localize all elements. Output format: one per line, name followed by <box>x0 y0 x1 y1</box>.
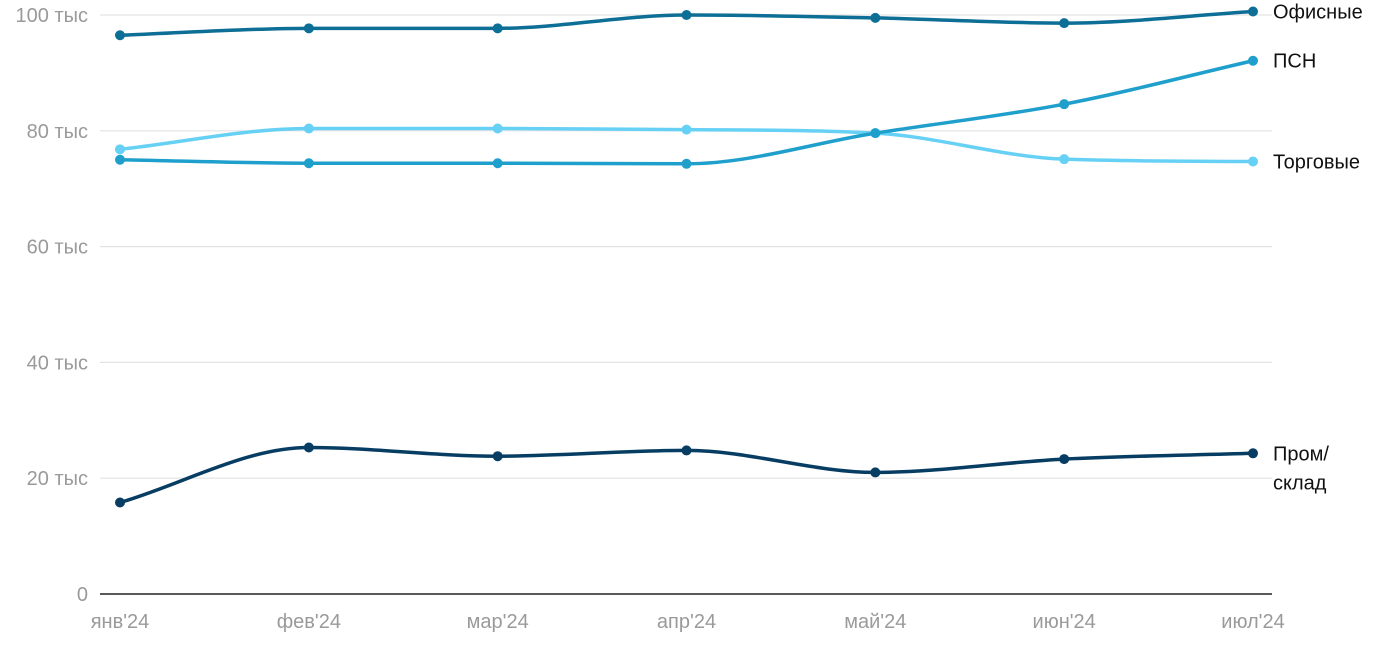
series-3-point[interactable] <box>115 497 125 508</box>
series-1-label: ПСН <box>1273 51 1316 73</box>
series-3-point[interactable] <box>1059 454 1070 465</box>
series-3-point[interactable] <box>303 442 314 453</box>
series-3-label: Пром/ <box>1273 443 1329 465</box>
series-1-point[interactable] <box>1248 55 1258 66</box>
x-tick-label: мар'24 <box>467 611 529 633</box>
y-tick-label: 60 тыс <box>27 237 88 259</box>
series-3-point[interactable] <box>870 467 881 478</box>
series-2-point[interactable] <box>1248 156 1258 167</box>
series-3-point[interactable] <box>1248 448 1258 459</box>
x-tick-label: янв'24 <box>91 611 150 633</box>
y-tick-label: 100 тыс <box>16 5 88 27</box>
series-2-point[interactable] <box>681 124 692 135</box>
series-layer <box>115 6 1258 508</box>
series-2-label: Торговые <box>1273 151 1360 173</box>
series-3-point[interactable] <box>681 445 692 456</box>
series-0-point[interactable] <box>303 23 314 34</box>
y-axis-labels: 0 20 тыс 40 тыс 60 тыс 80 тыс 100 тыс <box>16 5 88 606</box>
series-1-line <box>118 58 1255 166</box>
series-1-point[interactable] <box>681 158 692 169</box>
series-2-point[interactable] <box>115 144 125 155</box>
series-2-point[interactable] <box>303 123 314 134</box>
y-tick-label: 80 тыс <box>27 121 88 143</box>
series-0-point[interactable] <box>115 30 125 41</box>
series-0-point[interactable] <box>1059 18 1070 29</box>
series-0-point[interactable] <box>681 10 692 20</box>
series-0-label: Офисные <box>1273 2 1363 24</box>
x-tick-label: фев'24 <box>277 611 341 633</box>
series-3-label: склад <box>1273 472 1327 494</box>
series-1-point[interactable] <box>1059 99 1070 110</box>
series-labels: Офисные ПСН Торговые Пром/склад <box>1273 2 1363 495</box>
series-0-point[interactable] <box>870 12 881 23</box>
series-3-point[interactable] <box>492 451 503 462</box>
x-tick-label: май'24 <box>844 611 906 633</box>
y-tick-label: 20 тыс <box>27 468 88 490</box>
y-tick-label: 40 тыс <box>27 352 88 374</box>
x-axis-labels: янв'24 фев'24 мар'24 апр'24 май'24 июн'24 июл'… <box>91 611 1285 633</box>
y-tick-label: 0 <box>77 584 88 606</box>
series-1-point[interactable] <box>492 158 503 169</box>
series-1-point[interactable] <box>303 158 314 169</box>
series-2-point[interactable] <box>492 123 503 134</box>
series-3-line <box>118 445 1255 505</box>
x-tick-label: апр'24 <box>657 611 716 633</box>
series-1-point[interactable] <box>115 154 125 165</box>
x-tick-label: июл'24 <box>1221 611 1284 633</box>
x-tick-label: июн'24 <box>1033 611 1096 633</box>
series-0-point[interactable] <box>492 23 503 34</box>
series-2-point[interactable] <box>1059 154 1070 165</box>
series-1-point[interactable] <box>870 128 881 139</box>
series-0-point[interactable] <box>1248 6 1258 17</box>
grid-layer <box>100 14 1272 595</box>
